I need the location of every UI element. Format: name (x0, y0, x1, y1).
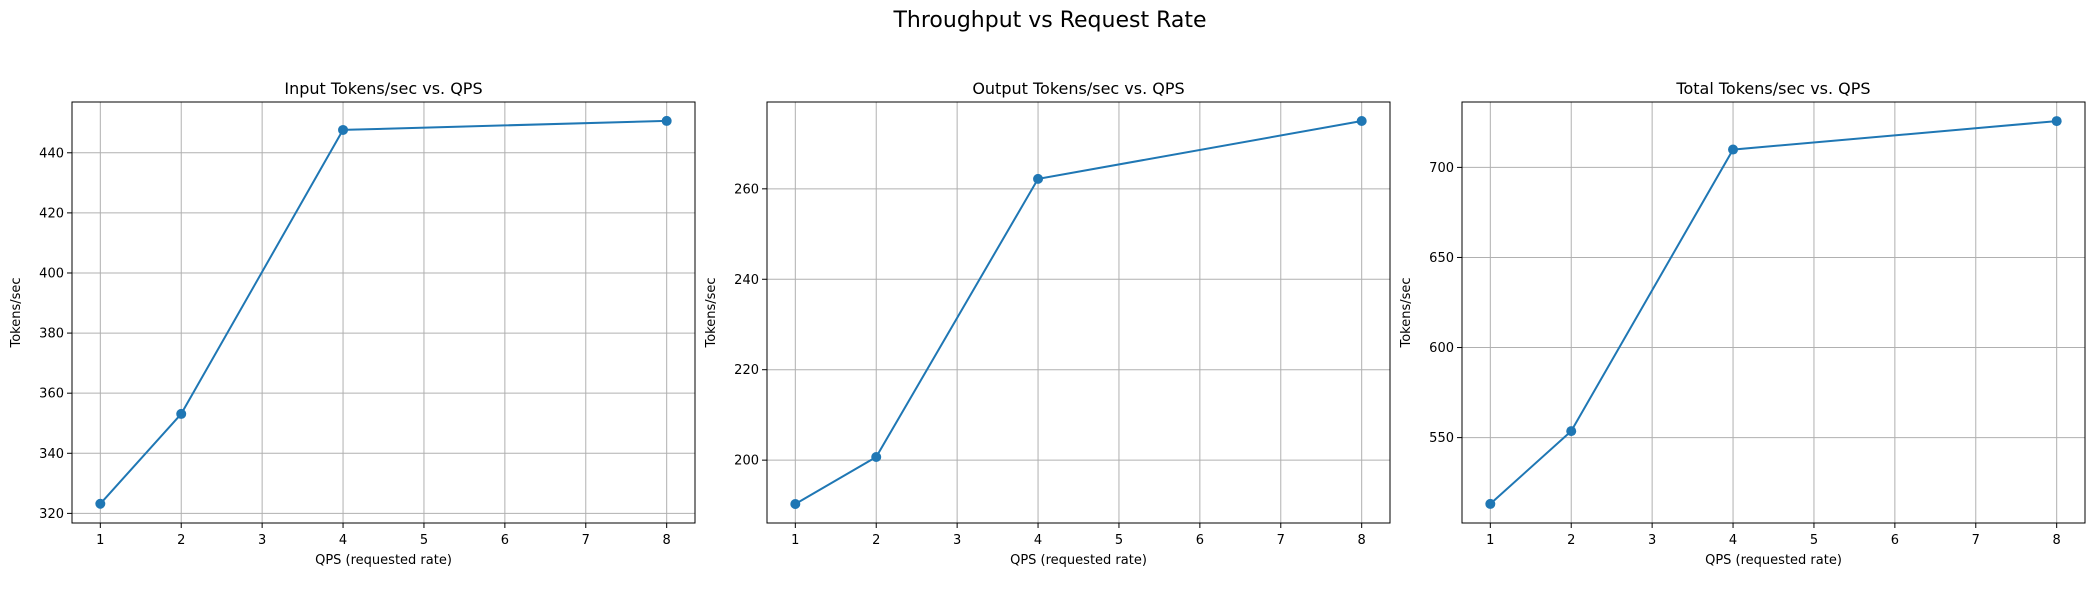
x-tick-label: 6 (1196, 533, 1204, 548)
y-axis-label: Tokens/sec (704, 277, 719, 348)
chart-panel-2: 1 2 3 4 5 6 7 8 200 220 240 260 Output Tokens/sec vs… (704, 79, 1391, 568)
x-tick-label: 1 (96, 533, 104, 548)
chart-title: Total Tokens/sec vs. QPS (1675, 79, 1870, 98)
y-tick-label: 260 (734, 182, 759, 197)
y-tick-label: 200 (734, 454, 759, 469)
data-point (1485, 498, 1496, 509)
x-tick-label: 5 (1810, 533, 1818, 548)
data-point (661, 115, 672, 126)
chart-title: Output Tokens/sec vs. QPS (972, 79, 1184, 98)
x-tick-label: 7 (582, 533, 590, 548)
data-point (176, 408, 187, 419)
figure-title: Throughput vs Request Rate (893, 8, 1207, 33)
x-tick-label: 5 (420, 533, 428, 548)
chart-title: Input Tokens/sec vs. QPS (284, 79, 482, 98)
y-tick-label: 440 (39, 146, 64, 161)
y-tick-label: 340 (39, 447, 64, 462)
x-tick-label: 3 (953, 533, 961, 548)
series-line (1489, 120, 2057, 505)
y-tick-label: 400 (39, 266, 64, 281)
y-tick-label: 380 (39, 327, 64, 342)
x-tick-label: 2 (1567, 533, 1575, 548)
x-tick-label: 3 (1648, 533, 1656, 548)
x-tick-label: 8 (2053, 533, 2061, 548)
plot-frame (1461, 101, 2086, 524)
data-point (1566, 426, 1577, 437)
y-axis-label: Tokens/sec (1399, 277, 1414, 348)
plot-frame (71, 101, 696, 524)
x-tick-label: 4 (339, 533, 347, 548)
y-tick-label: 220 (734, 363, 759, 378)
data-point (871, 451, 882, 462)
x-tick-label: 5 (1115, 533, 1123, 548)
x-tick-label: 7 (1277, 533, 1285, 548)
x-axis-label: QPS (requested rate) (1705, 553, 1842, 568)
chart-panel-3: 1 2 3 4 5 6 7 8 550 600 650 700 Total Tokens/sec vs.… (1399, 79, 2086, 568)
x-tick-label: 1 (1486, 533, 1494, 548)
x-tick-label: 4 (1034, 533, 1042, 548)
x-tick-label: 6 (1891, 533, 1899, 548)
y-tick-label: 320 (39, 507, 64, 522)
data-point (2051, 116, 2062, 127)
data-point (1356, 115, 1367, 126)
series-line (99, 119, 667, 505)
x-tick-label: 3 (258, 533, 266, 548)
y-tick-label: 650 (1429, 251, 1454, 266)
y-tick-label: 550 (1429, 431, 1454, 446)
y-tick-label: 360 (39, 387, 64, 402)
x-tick-label: 1 (791, 533, 799, 548)
y-tick-label: 420 (39, 206, 64, 221)
x-tick-label: 2 (872, 533, 880, 548)
data-point (790, 499, 801, 510)
x-tick-label: 8 (1358, 533, 1366, 548)
x-tick-label: 6 (501, 533, 509, 548)
x-axis-label: QPS (requested rate) (1010, 553, 1147, 568)
data-point (1033, 173, 1044, 184)
data-point (1728, 144, 1739, 155)
x-tick-label: 8 (663, 533, 671, 548)
x-axis-label: QPS (requested rate) (315, 553, 452, 568)
y-tick-label: 240 (734, 273, 759, 288)
chart-panel-1: 1 2 3 4 5 6 7 8 320 340 360 380 400 420 440 Input Token… (9, 79, 696, 568)
x-tick-label: 4 (1729, 533, 1737, 548)
data-point (95, 498, 106, 509)
x-tick-label: 2 (177, 533, 185, 548)
plot-frame (766, 101, 1391, 524)
y-tick-label: 600 (1429, 341, 1454, 356)
y-axis-label: Tokens/sec (9, 277, 24, 348)
data-point (338, 124, 349, 135)
series-line (794, 120, 1362, 505)
y-tick-label: 700 (1429, 161, 1454, 176)
x-tick-label: 7 (1972, 533, 1980, 548)
